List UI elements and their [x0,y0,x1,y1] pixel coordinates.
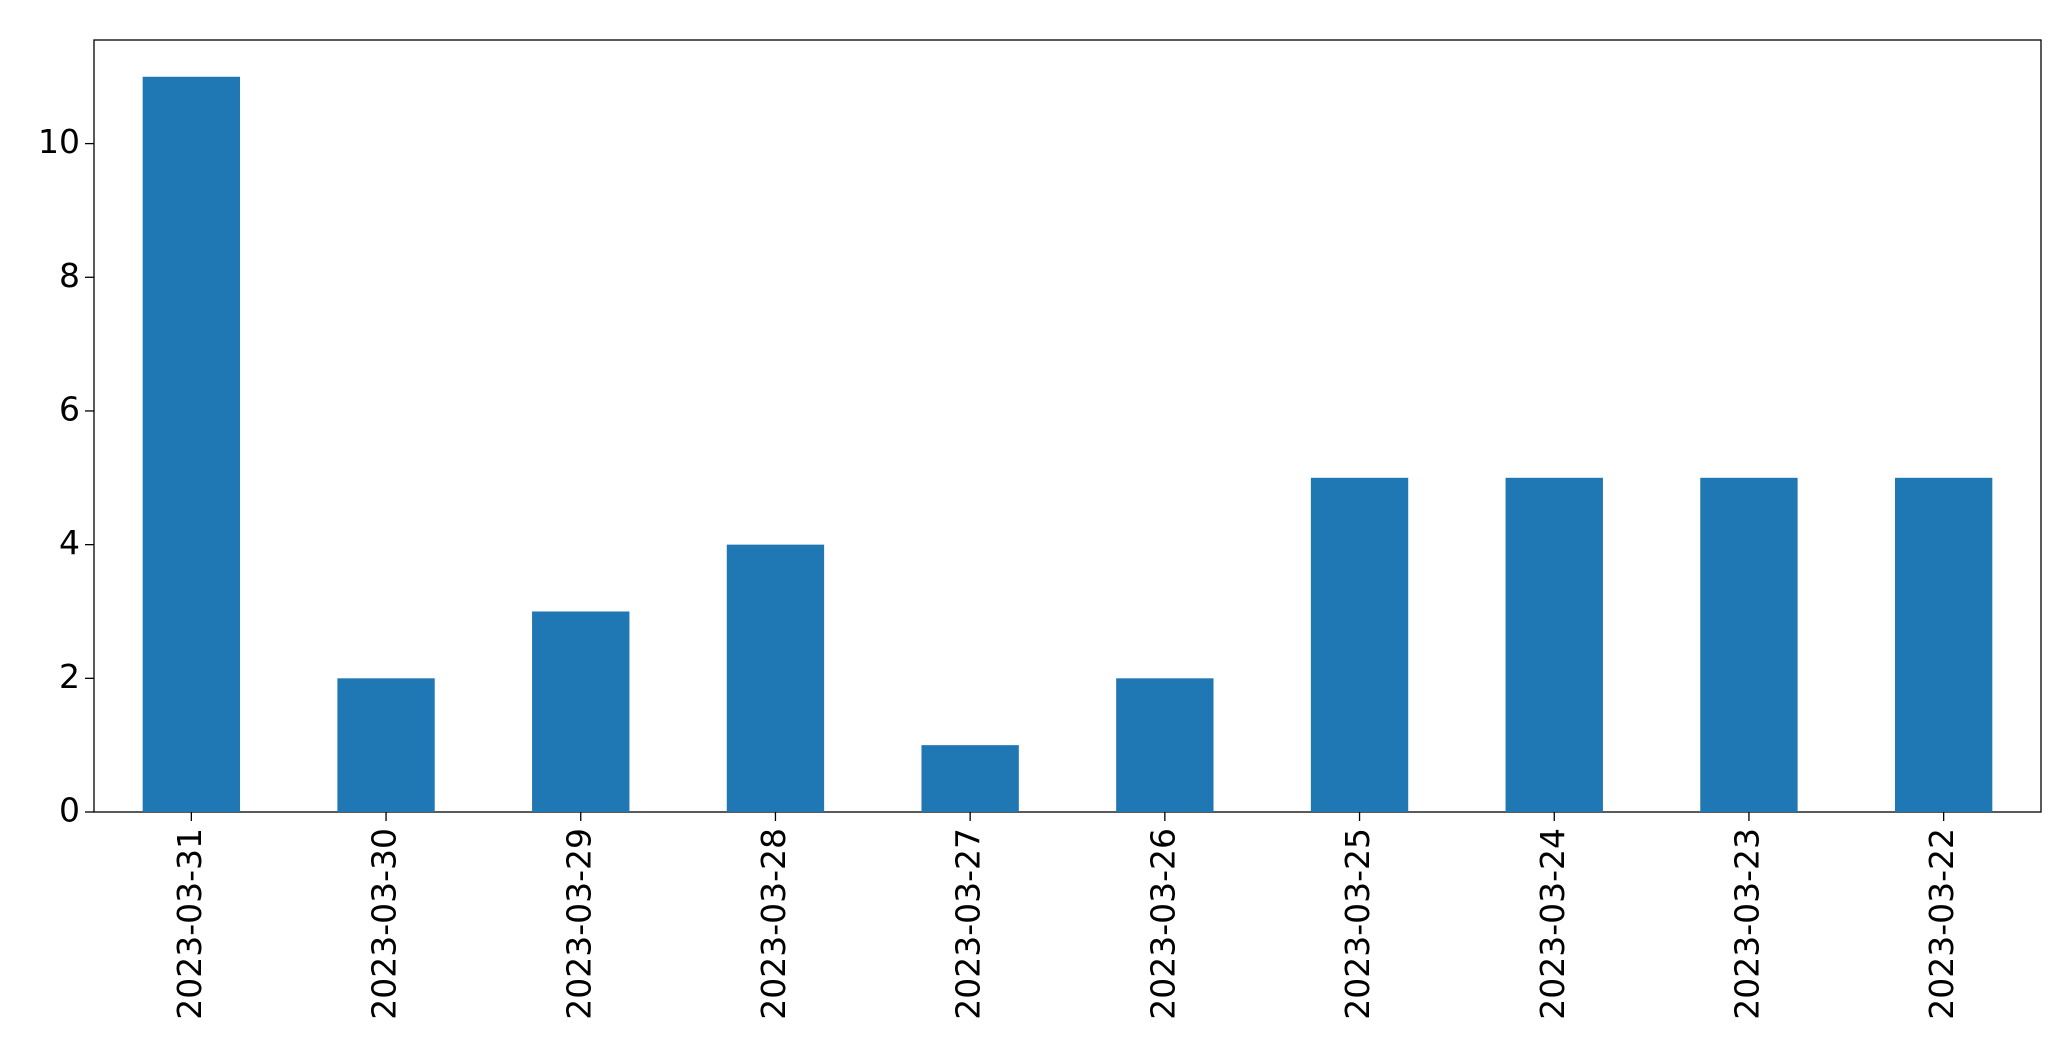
x-tick-label: 2023-03-27 [949,828,988,1020]
bar [142,76,241,812]
plot-frame [93,39,2042,813]
bar [1894,477,1993,812]
bar [532,611,630,812]
y-tick-label: 6 [59,389,80,428]
x-tick-label: 2023-03-28 [754,828,793,1020]
y-tick-label: 2 [59,657,80,696]
bar [1310,477,1409,812]
bar [1505,477,1603,812]
x-tick-label: 2023-03-30 [365,828,404,1020]
x-tick-label: 2023-03-23 [1727,828,1766,1020]
x-tick-label: 2023-03-25 [1338,828,1377,1020]
y-tick-label: 10 [38,122,80,161]
y-tick-label: 8 [59,256,80,295]
x-tick-label: 2023-03-22 [1922,828,1961,1020]
x-tick-label: 2023-03-24 [1533,828,1572,1020]
bar [921,745,1019,812]
x-tick-label: 2023-03-29 [559,828,598,1020]
y-tick-label: 0 [59,791,80,830]
x-tick-label: 2023-03-26 [1143,828,1182,1020]
bar [337,678,435,812]
y-tick-label: 4 [59,523,80,562]
bar [1116,678,1214,812]
bar [1700,477,1798,812]
x-tick-label: 2023-03-31 [170,828,209,1020]
bar [726,544,825,812]
